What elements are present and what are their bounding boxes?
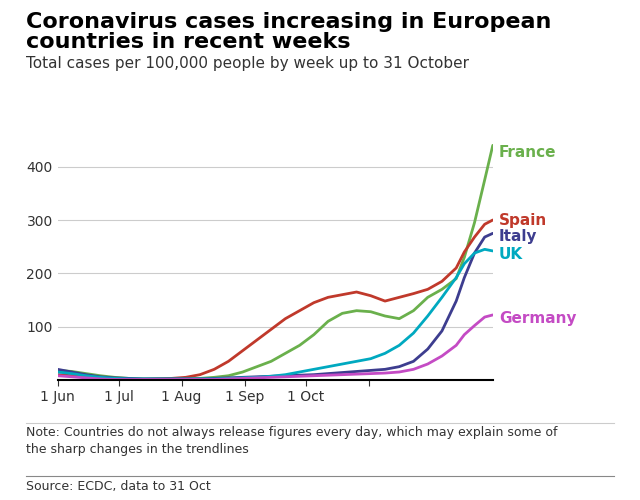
Text: France: France (499, 146, 556, 160)
Text: Note: Countries do not always release figures every day, which may explain some : Note: Countries do not always release fi… (26, 426, 557, 456)
Text: UK: UK (499, 247, 523, 262)
Text: Germany: Germany (499, 311, 577, 326)
Text: Italy: Italy (499, 228, 538, 244)
Text: Coronavirus cases increasing in European: Coronavirus cases increasing in European (26, 12, 551, 32)
Text: countries in recent weeks: countries in recent weeks (26, 32, 350, 52)
Text: Source: ECDC, data to 31 Oct: Source: ECDC, data to 31 Oct (26, 480, 211, 493)
Text: Spain: Spain (499, 212, 547, 228)
Text: BBC: BBC (572, 481, 603, 495)
Text: Total cases per 100,000 people by week up to 31 October: Total cases per 100,000 people by week u… (26, 56, 468, 71)
